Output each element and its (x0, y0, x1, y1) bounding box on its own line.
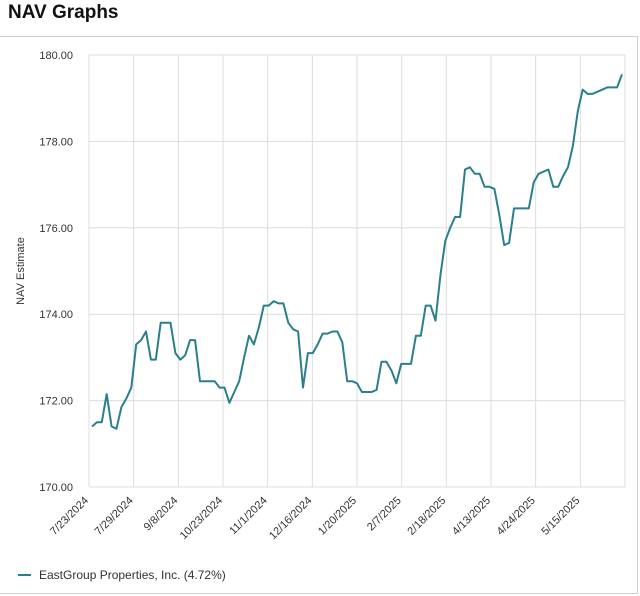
x-tick-label: 10/23/2024 (178, 495, 225, 542)
nav-line-chart: 170.00 172.00 174.00 176.00 178.00 180.00 7/2… (15, 50, 626, 542)
x-tick-label: 5/15/2025 (539, 495, 582, 538)
x-tick-label: 7/29/2024 (93, 495, 136, 538)
x-tick-label: 7/23/2024 (48, 495, 91, 538)
x-tick-label: 4/13/2025 (450, 495, 493, 538)
y-tick-labels: 170.00 172.00 174.00 176.00 178.00 180.00 (39, 50, 73, 494)
series-line-0 (91, 74, 623, 430)
y-tick-label: 180.00 (39, 50, 73, 62)
x-tick-label: 4/24/2025 (495, 495, 538, 538)
x-tick-label: 1/20/2025 (316, 495, 359, 538)
y-tick-label: 178.00 (39, 136, 73, 148)
chart-legend: EastGroup Properties, Inc. (4.72%) (18, 568, 226, 582)
x-tick-label: 2/18/2025 (405, 495, 448, 538)
legend-label: EastGroup Properties, Inc. (4.72%) (39, 568, 226, 582)
x-tick-label: 12/16/2024 (267, 495, 314, 542)
legend-swatch (18, 574, 31, 576)
y-tick-label: 176.00 (39, 223, 73, 235)
x-tick-label: 2/7/2025 (365, 495, 404, 534)
page-title: NAV Graphs (8, 2, 119, 23)
series-layer (91, 74, 623, 430)
x-tick-label: 9/8/2024 (142, 495, 181, 534)
y-tick-label: 174.00 (39, 309, 73, 321)
x-tick-label: 11/1/2024 (227, 495, 270, 538)
grid-lines (88, 54, 626, 488)
chart-frame: 170.00 172.00 174.00 176.00 178.00 180.00 7/2… (0, 36, 638, 594)
y-axis-label: NAV Estimate (15, 237, 27, 305)
y-tick-label: 170.00 (39, 482, 73, 494)
y-tick-label: 172.00 (39, 396, 73, 408)
